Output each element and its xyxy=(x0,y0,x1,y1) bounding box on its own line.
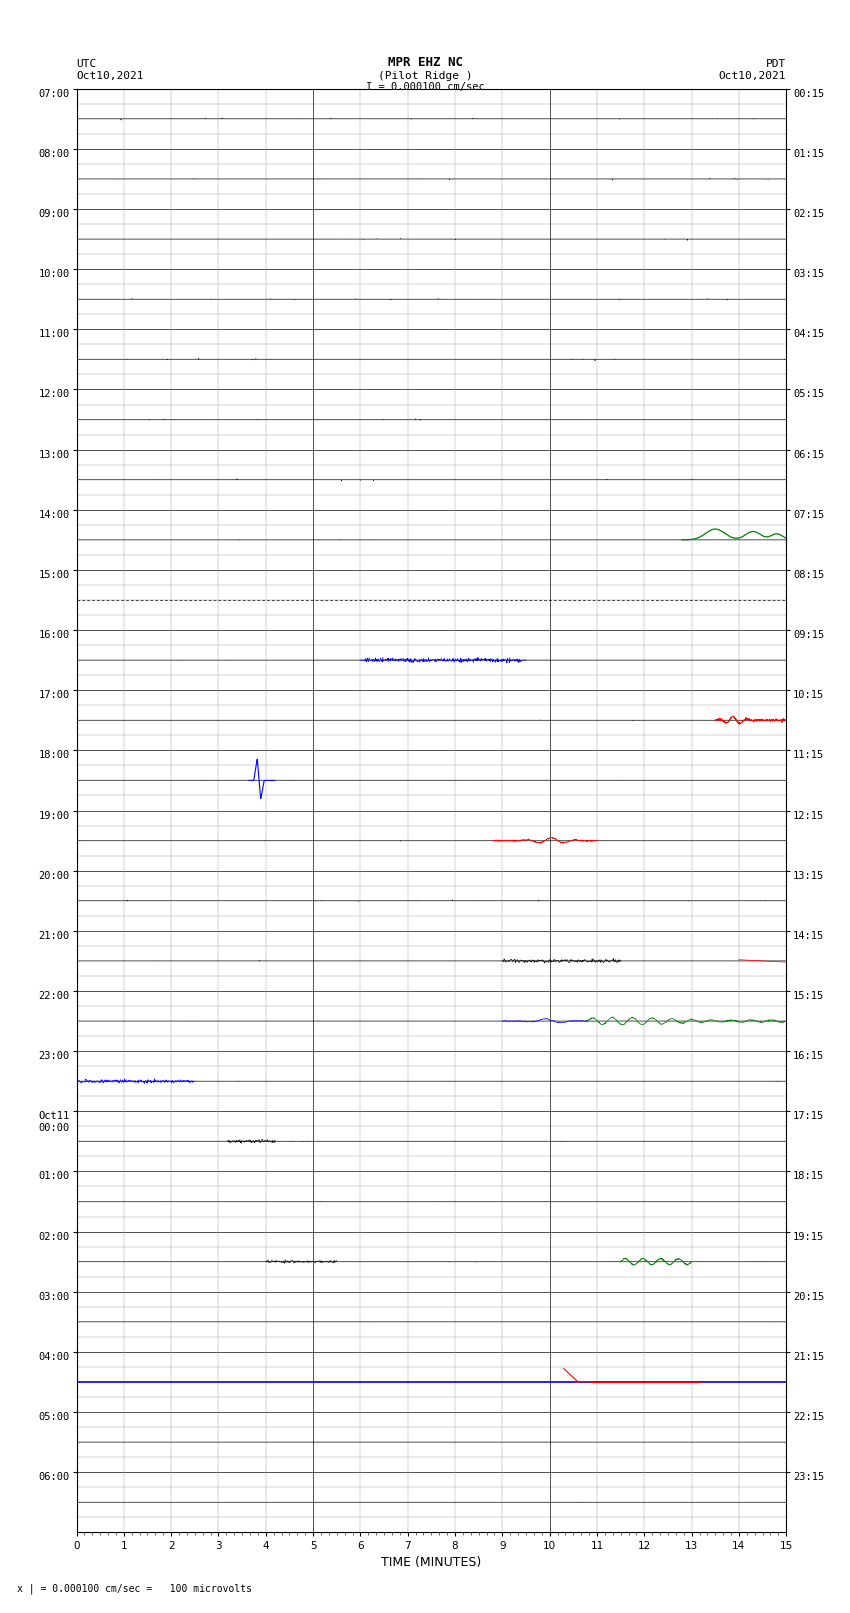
Text: UTC: UTC xyxy=(76,60,97,69)
Text: x | = 0.000100 cm/sec =   100 microvolts: x | = 0.000100 cm/sec = 100 microvolts xyxy=(17,1582,252,1594)
Text: PDT: PDT xyxy=(766,60,786,69)
Text: MPR EHZ NC: MPR EHZ NC xyxy=(388,56,462,69)
Text: (Pilot Ridge ): (Pilot Ridge ) xyxy=(377,71,473,81)
Text: Oct10,2021: Oct10,2021 xyxy=(76,71,144,81)
Text: Oct10,2021: Oct10,2021 xyxy=(719,71,786,81)
Text: I = 0.000100 cm/sec: I = 0.000100 cm/sec xyxy=(366,82,484,92)
X-axis label: TIME (MINUTES): TIME (MINUTES) xyxy=(382,1555,481,1568)
